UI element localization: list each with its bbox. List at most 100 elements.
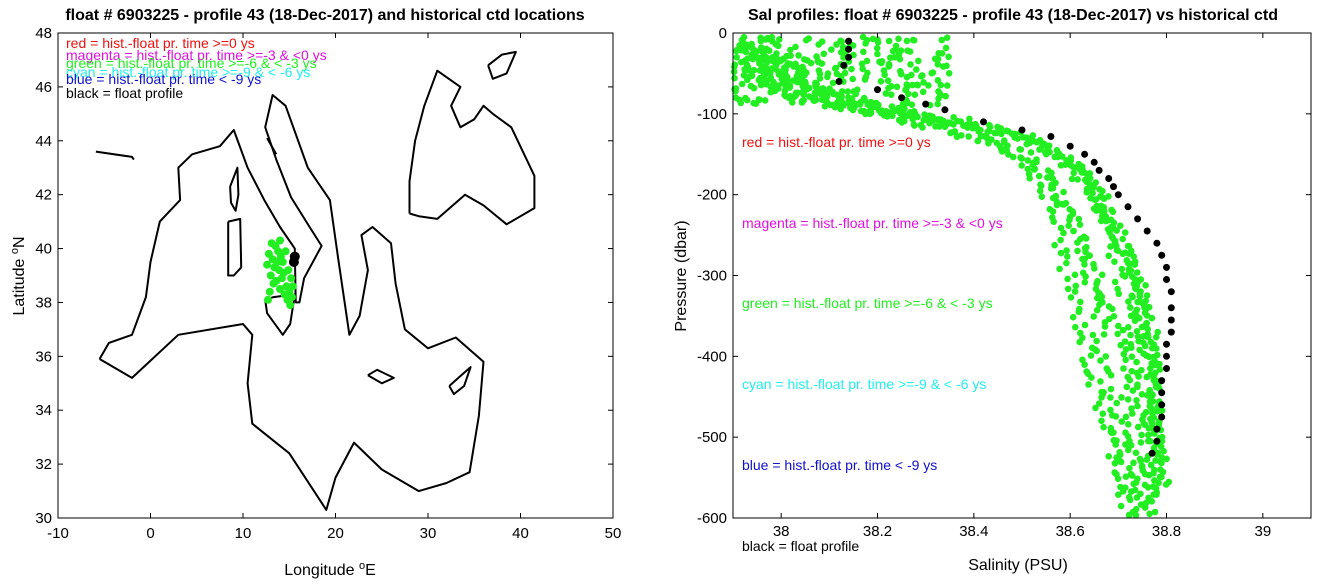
green-profile-point — [765, 47, 773, 54]
green-profile-point — [1045, 142, 1053, 149]
green-profile-point — [862, 73, 870, 81]
green-profile-point — [1060, 229, 1067, 237]
green-profile-point — [1072, 323, 1079, 331]
green-profile-point — [1105, 252, 1112, 260]
green-profile-point — [1067, 294, 1075, 301]
green-profile-point — [1120, 365, 1127, 372]
green-profile-point — [787, 46, 794, 54]
green-profile-point — [781, 64, 789, 72]
green-profile-point — [1082, 273, 1089, 280]
green-profile-point — [857, 107, 865, 115]
green-profile-point — [1111, 278, 1119, 286]
green-profile-point — [943, 34, 951, 41]
green-profile-point — [742, 48, 750, 56]
green-profile-point — [1147, 437, 1154, 445]
salinity-legend-entry: black = float profile — [742, 538, 859, 554]
green-profile-point — [1122, 413, 1130, 421]
green-profile-point — [1098, 271, 1106, 279]
green-profile-point — [759, 63, 766, 71]
green-profile-point — [848, 65, 855, 73]
green-profile-point — [1140, 420, 1147, 427]
green-profile-point — [885, 63, 893, 70]
map-ylabel: Latitude oN — [9, 236, 28, 315]
green-profile-point — [1101, 208, 1108, 215]
green-profile-point — [951, 128, 959, 135]
green-profile-point — [1138, 299, 1145, 306]
green-profile-point — [800, 69, 807, 76]
green-profile-point — [1137, 490, 1144, 498]
green-profile-point — [925, 82, 932, 89]
black-float-point — [1167, 316, 1175, 324]
green-profile-point — [1053, 201, 1061, 209]
green-profile-point — [869, 102, 876, 109]
black-float-point — [845, 37, 853, 45]
green-profile-point — [1101, 323, 1109, 330]
green-profile-point — [985, 140, 992, 147]
map-ytick-label: 44 — [35, 133, 52, 150]
green-profile-point — [1092, 404, 1099, 412]
salinity-legend-entry: green = hist.-float pr. time >=-6 & < -3… — [742, 295, 993, 311]
green-profile-point — [818, 96, 826, 103]
green-profile-point — [1119, 326, 1127, 334]
green-profile-point — [1149, 483, 1157, 491]
green-profile-point — [874, 50, 881, 58]
green-profile-point — [964, 121, 971, 128]
green-profile-point — [934, 100, 941, 108]
green-profile-point — [792, 92, 799, 99]
green-profile-point — [1120, 350, 1128, 358]
salinity-ticks: 38 38.2 38.4 38.6 38.8 39 0 -100 -200 -300 -400 -50… — [697, 25, 1311, 540]
green-profile-point — [1125, 269, 1133, 276]
salinity-xtick-label: 38.6 — [1056, 523, 1085, 540]
black-float-point — [1163, 263, 1170, 271]
green-profile-point — [965, 133, 972, 140]
map-xtick-label: 40 — [512, 525, 529, 542]
green-profile-point — [1124, 259, 1132, 267]
black-float-point — [1158, 389, 1166, 397]
salinity-ytick-label: -100 — [697, 106, 727, 123]
green-profile-point — [1121, 229, 1129, 236]
green-profile-point — [831, 65, 839, 72]
green-profile-point — [863, 36, 871, 44]
black-float-point — [1095, 166, 1103, 174]
green-profile-point — [1070, 164, 1078, 171]
green-profile-point — [1108, 429, 1115, 437]
map-ytick-label: 34 — [35, 402, 52, 419]
salinity-ylabel: Pressure (dbar) — [673, 220, 690, 331]
green-profile-point — [1125, 242, 1133, 250]
green-profile-point — [1085, 381, 1092, 388]
green-profile-point — [1134, 383, 1141, 391]
coastline-map — [95, 50, 536, 511]
green-profile-point — [946, 119, 954, 127]
black-float-point — [835, 78, 843, 85]
green-profile-point — [1122, 356, 1129, 364]
coastline-segment — [95, 150, 135, 161]
green-profile-point — [972, 120, 979, 128]
green-profile-point — [1133, 328, 1141, 335]
green-profile-point — [1098, 394, 1105, 401]
green-profile-point — [934, 116, 942, 123]
map-title: float # 6903225 - profile 43 (18-Dec-201… — [65, 7, 584, 24]
green-profile-point — [1155, 419, 1163, 426]
green-profile-point — [833, 70, 841, 78]
green-profile-point — [1064, 285, 1072, 293]
green-profile-point — [1112, 413, 1120, 420]
green-profile-point — [1151, 508, 1159, 516]
green-profile-point — [1064, 275, 1071, 283]
green-profile-point — [1077, 235, 1084, 243]
green-profile-point — [1086, 252, 1093, 259]
map-ytick-label: 36 — [35, 348, 52, 365]
green-profile-point — [1050, 218, 1057, 225]
coastline-segment — [448, 366, 472, 396]
green-profile-point — [897, 110, 904, 117]
black-float-point — [941, 106, 949, 114]
green-profile-point — [1124, 396, 1132, 403]
green-profile-point — [1048, 169, 1055, 177]
green-profile-point — [1118, 394, 1125, 401]
green-profile-point — [860, 48, 867, 56]
green-profile-point — [913, 81, 921, 89]
coastline-segment — [408, 69, 536, 226]
green-profile-point — [1113, 399, 1120, 407]
green-profile-point — [1096, 301, 1103, 309]
green-profile-point — [1077, 298, 1084, 306]
green-profile-point — [1051, 241, 1058, 249]
